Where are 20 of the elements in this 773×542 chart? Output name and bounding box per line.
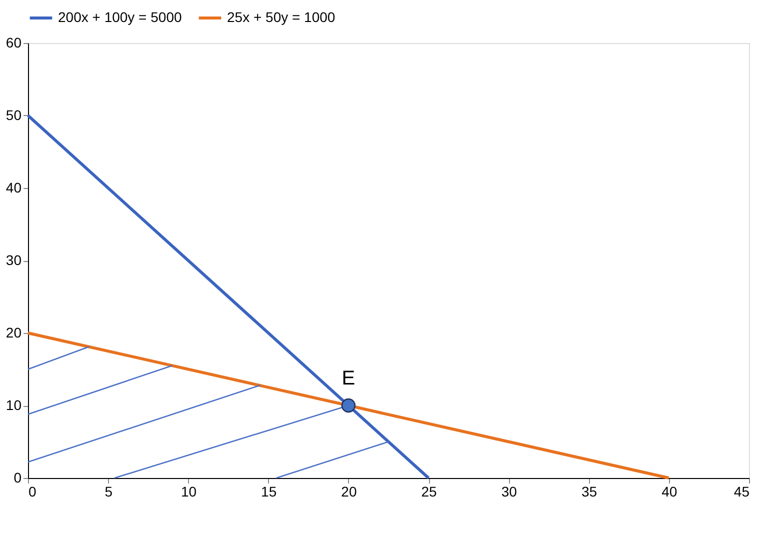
y-tick-label: 50 [6, 107, 22, 123]
x-tick-label: 45 [734, 484, 750, 500]
x-tick-label: 35 [581, 484, 598, 500]
y-tick-label: 40 [6, 180, 22, 196]
x-tick-label: 15 [261, 484, 277, 500]
y-tick-label: 0 [14, 470, 22, 486]
legend-label: 25x + 50y = 1000 [227, 9, 336, 25]
x-tick-label: 40 [662, 484, 678, 500]
y-tick-label: 30 [6, 252, 22, 268]
x-tick-label: 0 [28, 484, 36, 500]
legend-label: 200x + 100y = 5000 [58, 9, 182, 25]
x-tick-label: 30 [501, 484, 518, 500]
x-tick-label: 5 [104, 484, 113, 500]
annotation: E [342, 368, 356, 390]
x-tick-label: 25 [421, 484, 438, 500]
y-tick-label: 60 [6, 34, 22, 50]
y-tick-label: 10 [6, 397, 22, 413]
x-tick-label: 20 [341, 484, 357, 500]
y-tick-label: 20 [6, 324, 22, 340]
x-tick-label: 10 [180, 484, 197, 500]
